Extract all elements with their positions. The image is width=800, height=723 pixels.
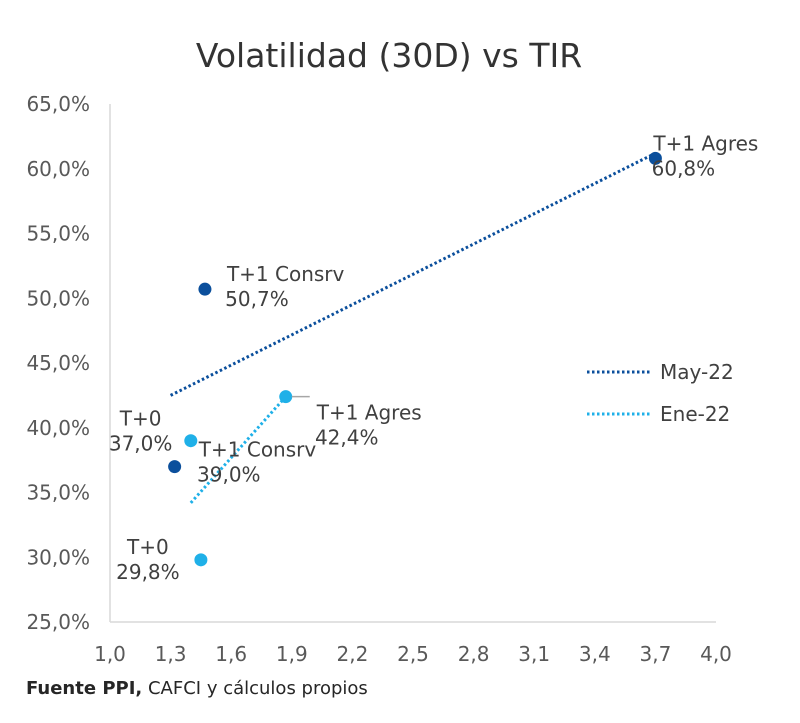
trendline-may-22 — [169, 151, 657, 397]
y-tick-label: 60,0% — [26, 157, 90, 181]
y-tick-label: 55,0% — [26, 222, 90, 246]
point-may-22-1 — [198, 282, 212, 296]
x-tick-label: 3,4 — [579, 642, 611, 666]
x-tick-label: 2,8 — [458, 642, 490, 666]
data-label-name: T+1 Agres — [652, 131, 758, 155]
y-tick-label: 45,0% — [26, 351, 90, 375]
data-label-name: T+0 — [119, 407, 162, 431]
source-bold: Fuente PPI, — [26, 678, 143, 699]
y-tick-label: 65,0% — [26, 92, 90, 116]
y-tick-label: 40,0% — [26, 416, 90, 440]
legend-label: Ene-22 — [660, 402, 730, 426]
legend: May-22 Ene-22 — [587, 360, 734, 426]
trendline-ene-22 — [189, 395, 287, 504]
x-tick-label: 3,1 — [518, 642, 550, 666]
x-tick-label: 1,6 — [215, 642, 247, 666]
data-label-name: T+1 Consrv — [226, 262, 345, 286]
chart-title: Volatilidad (30D) vs TIR — [196, 36, 582, 75]
data-label-value: 37,0% — [109, 432, 173, 456]
point-may-22-0 — [168, 460, 182, 474]
x-tick-label: 4,0 — [700, 642, 732, 666]
x-tick-label: 1,0 — [94, 642, 126, 666]
data-label-value: 42,4% — [315, 426, 379, 450]
x-tick-label: 3,7 — [639, 642, 671, 666]
data-label-name: T+1 Agres — [316, 401, 422, 425]
trendlines — [169, 151, 657, 504]
data-label-name: T+1 Consrv — [198, 438, 317, 462]
x-tick-label: 1,9 — [276, 642, 308, 666]
x-tick-label: 1,3 — [155, 642, 187, 666]
y-tick-label: 50,0% — [26, 286, 90, 310]
y-tick-label: 35,0% — [26, 481, 90, 505]
point-ene-22-2 — [279, 390, 293, 404]
data-points — [168, 151, 662, 567]
source-rest: CAFCI y cálculos propios — [147, 678, 368, 699]
legend-label: May-22 — [660, 360, 734, 384]
x-tick-label: 2,2 — [336, 642, 368, 666]
data-label-value: 50,7% — [225, 287, 289, 311]
point-may-22-2 — [648, 151, 662, 165]
source-note: Fuente PPI, CAFCI y cálculos propios — [26, 678, 368, 699]
x-tick-label: 2,5 — [397, 642, 429, 666]
axes: 25,0% 30,0% 35,0% 40,0% 45,0% 50,0% 55,0% 60,0%… — [26, 92, 731, 666]
point-ene-22-0 — [194, 553, 208, 567]
point-ene-22-1 — [184, 434, 198, 448]
data-label-value: 29,8% — [116, 560, 180, 584]
data-label-value: 39,0% — [197, 463, 261, 487]
data-label-value: 60,8% — [652, 156, 716, 180]
y-tick-label: 25,0% — [26, 610, 90, 634]
data-label-name: T+0 — [126, 535, 169, 559]
y-tick-label: 30,0% — [26, 545, 90, 569]
